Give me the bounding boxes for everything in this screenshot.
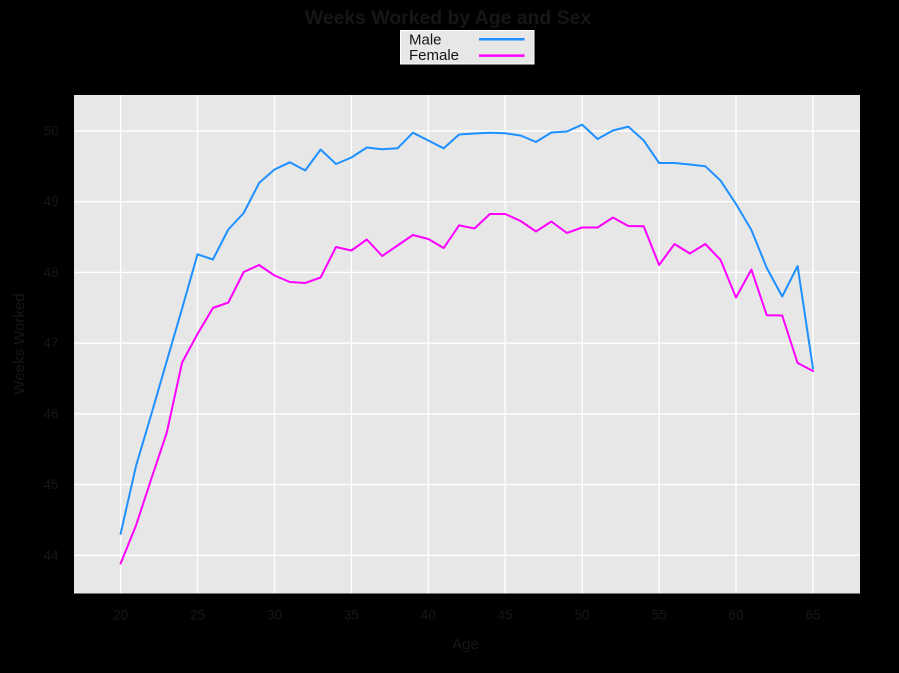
- svg-text:55: 55: [652, 607, 667, 622]
- svg-text:47: 47: [43, 336, 58, 351]
- svg-text:Weeks Worked by Age and Sex: Weeks Worked by Age and Sex: [305, 7, 592, 29]
- svg-text:50: 50: [575, 607, 590, 622]
- svg-text:Female: Female: [409, 47, 459, 64]
- svg-text:30: 30: [267, 607, 282, 622]
- svg-text:25: 25: [190, 607, 205, 622]
- svg-text:50: 50: [43, 124, 58, 139]
- svg-text:Male: Male: [409, 32, 442, 49]
- svg-text:44: 44: [43, 548, 59, 563]
- svg-text:46: 46: [43, 406, 58, 421]
- svg-text:20: 20: [113, 607, 128, 622]
- svg-text:35: 35: [344, 607, 359, 622]
- svg-text:40: 40: [421, 607, 436, 622]
- svg-text:Age: Age: [452, 636, 479, 653]
- svg-text:Weeks Worked: Weeks Worked: [11, 293, 28, 394]
- svg-text:60: 60: [728, 607, 743, 622]
- svg-text:48: 48: [43, 265, 58, 280]
- svg-text:49: 49: [43, 194, 58, 209]
- svg-text:45: 45: [43, 477, 58, 492]
- svg-text:65: 65: [805, 607, 820, 622]
- svg-text:45: 45: [498, 607, 513, 622]
